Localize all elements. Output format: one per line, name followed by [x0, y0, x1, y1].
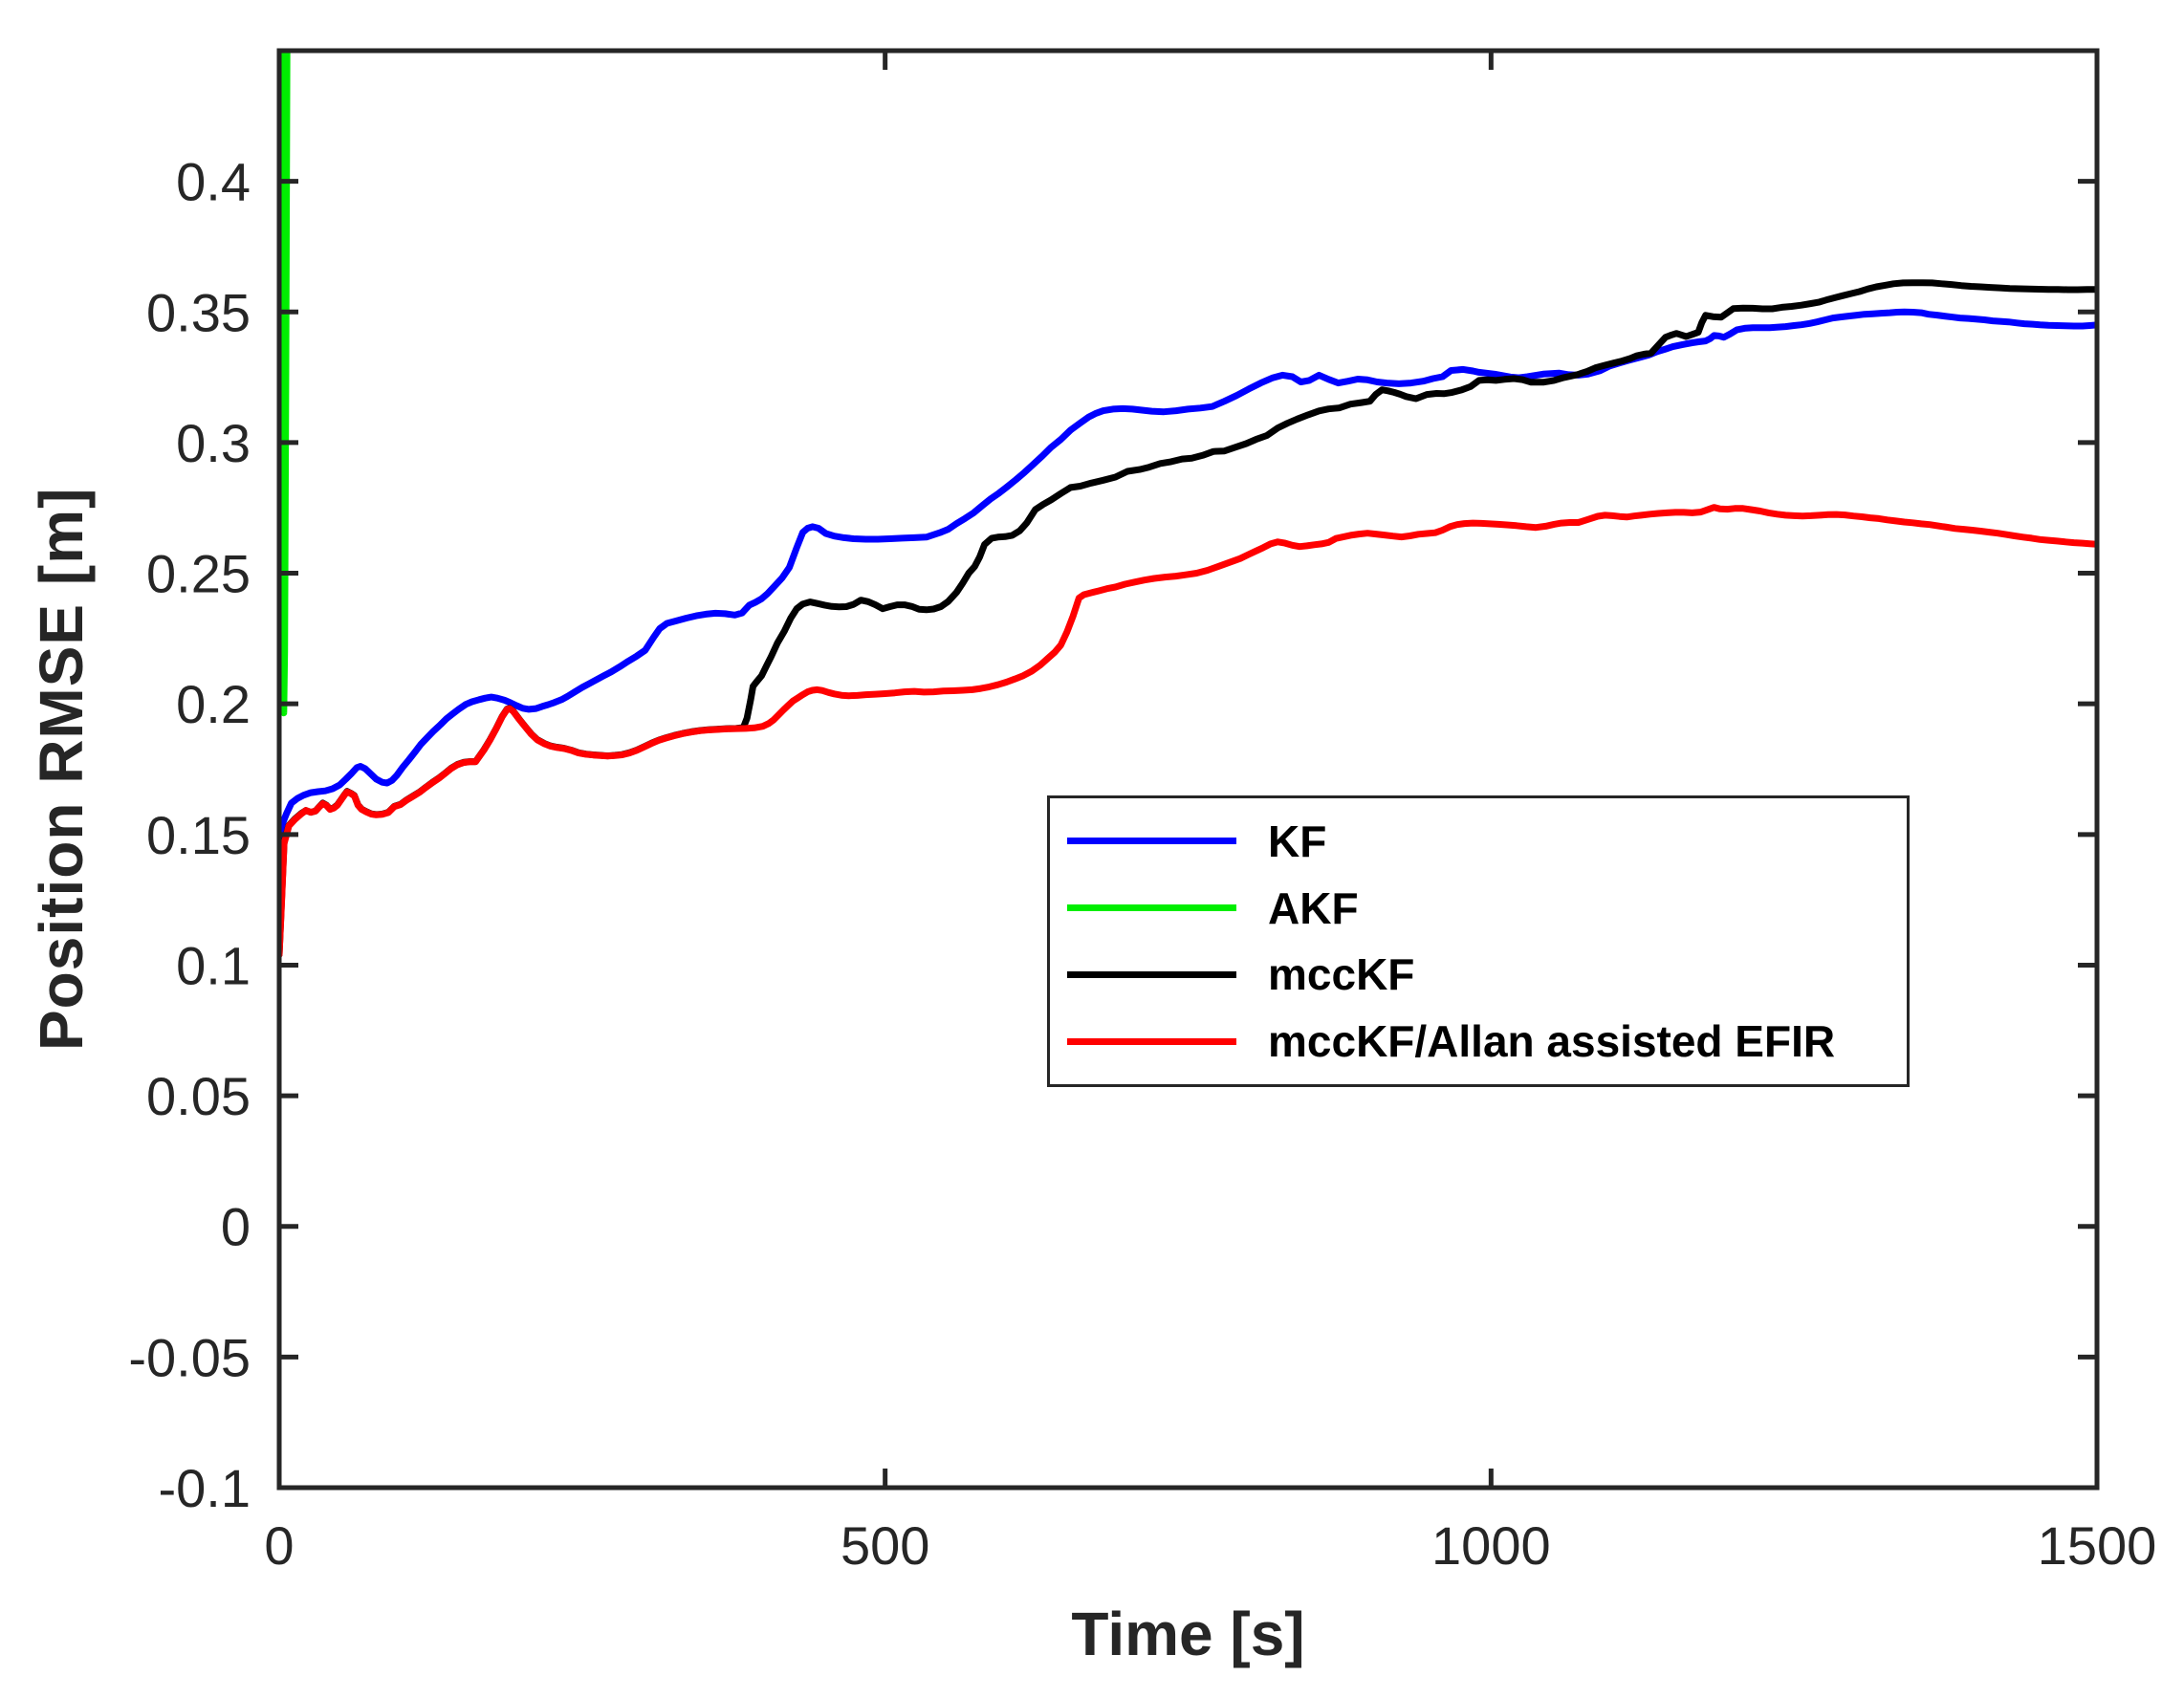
legend-label-mcckf: mccKF	[1268, 949, 1415, 1000]
x-tick-label: 1500	[2038, 1515, 2157, 1576]
legend-label-efir: mccKF/Allan assisted EFIR	[1268, 1016, 1836, 1067]
legend-item-mcckf: mccKF	[1050, 948, 1907, 1000]
y-tick-label: 0.1	[176, 935, 251, 995]
y-tick-label: -0.05	[128, 1327, 251, 1387]
legend-label-kf: KF	[1268, 816, 1327, 866]
y-tick-label: -0.1	[159, 1458, 251, 1518]
series-line-mcckf-allan-assisted-efir	[279, 504, 2097, 958]
x-tick-label: 0	[264, 1515, 294, 1576]
y-tick-label: 0.2	[176, 674, 251, 734]
x-tick-label: 500	[841, 1515, 929, 1576]
legend-line-kf-icon	[1067, 838, 1236, 845]
x-tick-label: 1000	[1431, 1515, 1551, 1576]
legend-item-akf: AKF	[1050, 882, 1907, 934]
y-tick-label: 0.4	[176, 152, 251, 212]
legend-item-kf: KF	[1050, 816, 1907, 867]
legend-item-efir: mccKF/Allan assisted EFIR	[1050, 1015, 1907, 1067]
series-line-akf	[279, 51, 291, 717]
series-line-kf	[279, 308, 2097, 846]
y-tick-label: 0.3	[176, 413, 251, 473]
y-tick-label: 0.35	[146, 282, 251, 342]
y-tick-label: 0.05	[146, 1066, 251, 1126]
y-tick-label: 0.25	[146, 544, 251, 604]
legend-label-akf: AKF	[1268, 882, 1359, 933]
y-axis-label: Position RMSE [m]	[27, 487, 96, 1052]
y-tick-label: 0	[221, 1197, 251, 1257]
legend: KF AKF mccKF mccKF/Allan assisted EFIR	[1047, 795, 1910, 1087]
x-axis-label: Time [s]	[1071, 1600, 1305, 1668]
axes-box	[276, 48, 2100, 1491]
y-tick-label: 0.15	[146, 805, 251, 865]
legend-line-mcckf-icon	[1067, 970, 1236, 978]
legend-line-akf-icon	[1067, 904, 1236, 912]
legend-line-efir-icon	[1067, 1037, 1236, 1045]
